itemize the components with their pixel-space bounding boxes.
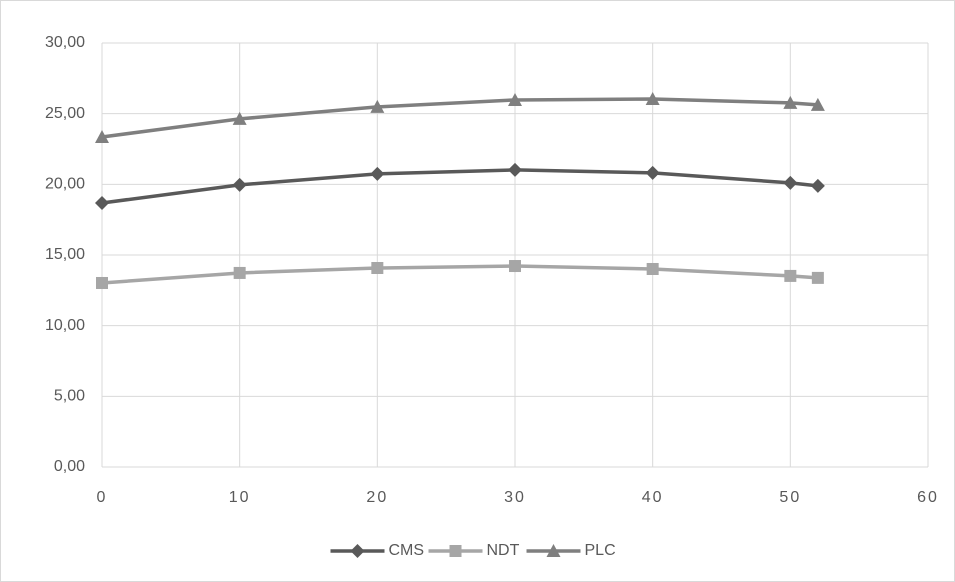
legend-label: PLC: [585, 542, 616, 559]
data-point: [508, 162, 522, 177]
x-tick-label: 10: [229, 489, 251, 506]
data-point: [95, 129, 109, 143]
y-tick-label: 25,00: [45, 105, 85, 122]
data-point: [783, 95, 798, 109]
data-point: [645, 165, 660, 180]
data-point: [96, 276, 108, 289]
data-point: [646, 262, 659, 275]
data-point: [810, 97, 825, 111]
x-tick-label: 20: [366, 489, 388, 506]
y-tick-label: 15,00: [45, 246, 85, 263]
data-point: [233, 266, 246, 279]
x-tick-label: 0: [97, 489, 108, 506]
data-point: [784, 269, 797, 282]
x-tick-label: 50: [779, 489, 801, 506]
data-point: [508, 92, 522, 106]
data-point: [811, 271, 824, 284]
data-point: [783, 175, 798, 190]
legend-marker: [350, 544, 365, 558]
legend-marker: [449, 545, 462, 557]
data-point: [232, 177, 247, 192]
data-point: [645, 91, 660, 105]
y-tick-label: 10,00: [45, 317, 85, 334]
data-point: [810, 178, 825, 193]
data-point: [232, 111, 247, 125]
data-point: [370, 166, 385, 181]
data-point: [95, 195, 109, 210]
y-tick-label: 0,00: [54, 458, 85, 475]
legend-label: NDT: [487, 542, 520, 559]
y-tick-label: 30,00: [45, 34, 85, 51]
legend-marker: [546, 544, 561, 557]
y-tick-label: 20,00: [45, 176, 85, 193]
x-tick-label: 60: [917, 489, 939, 506]
data-point: [370, 99, 385, 113]
data-point: [371, 262, 384, 275]
x-tick-label: 40: [642, 489, 664, 506]
data-point: [509, 260, 521, 273]
x-tick-label: 30: [504, 489, 526, 506]
y-tick-label: 5,00: [54, 388, 85, 405]
legend-label: CMS: [389, 542, 425, 559]
